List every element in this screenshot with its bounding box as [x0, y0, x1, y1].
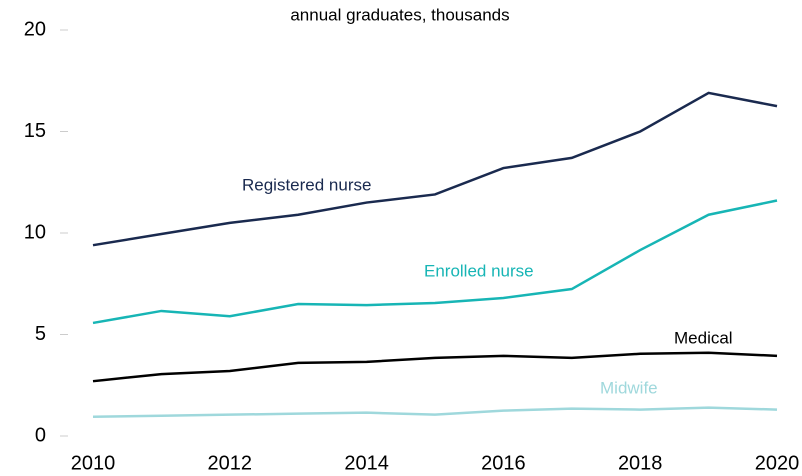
series-label: Registered nurse — [242, 175, 371, 194]
series-label: Medical — [674, 328, 733, 347]
x-tick-label: 2014 — [344, 452, 389, 474]
series-line — [92, 351, 778, 383]
x-tick-label: 2012 — [208, 452, 253, 474]
series-line — [92, 91, 778, 247]
x-tick-label: 2018 — [618, 452, 663, 474]
x-tick-label: 2020 — [755, 452, 800, 474]
y-tick-label: 5 — [35, 323, 46, 345]
y-tick-label: 15 — [24, 120, 46, 142]
x-tick-label: 2016 — [481, 452, 526, 474]
series-line — [92, 406, 778, 418]
chart-subtitle: annual graduates, thousands — [290, 5, 509, 24]
y-tick-label: 10 — [24, 221, 46, 243]
series-label: Enrolled nurse — [424, 261, 534, 280]
series-line — [92, 199, 778, 325]
x-tick-label: 2010 — [71, 452, 116, 474]
series-label: Midwife — [600, 378, 658, 397]
y-tick-label: 0 — [35, 424, 46, 446]
y-tick-label: 20 — [24, 18, 46, 40]
